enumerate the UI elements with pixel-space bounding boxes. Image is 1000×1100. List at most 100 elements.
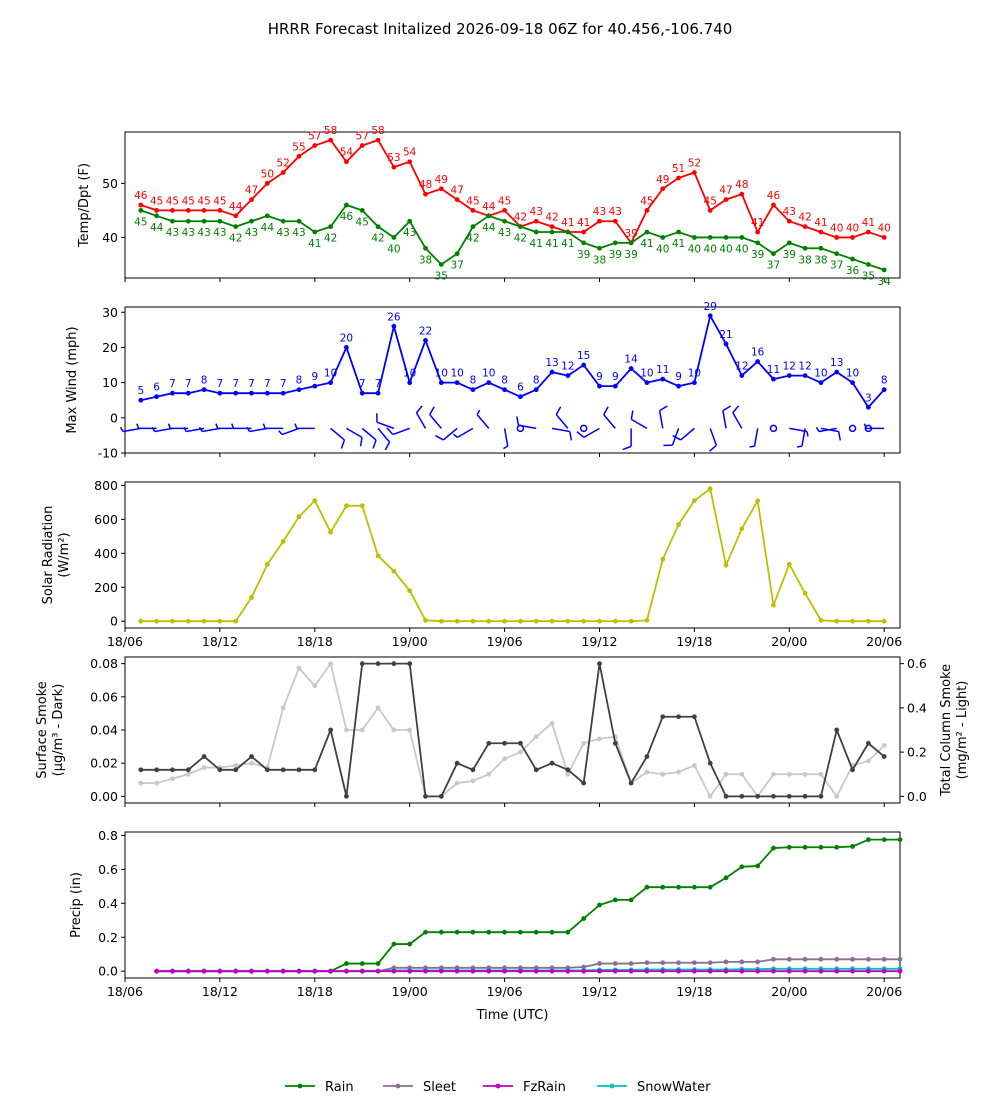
x-tick-label: 19/12 <box>581 634 617 649</box>
y-tick-label: 0.00 <box>90 789 118 804</box>
x-tick-label: 18/18 <box>297 984 333 999</box>
dewpoint-point <box>170 218 175 224</box>
fzrain-point <box>280 968 286 974</box>
surface-smoke-point <box>533 767 539 773</box>
wind-label: 8 <box>470 375 477 387</box>
temp-point <box>280 170 286 175</box>
dewpoint-label: 45 <box>356 216 369 228</box>
wind-barb <box>476 409 490 429</box>
temp-label: 46 <box>767 190 781 202</box>
surface-smoke-point <box>201 754 207 759</box>
dewpoint-label: 41 <box>561 238 574 250</box>
dewpoint-point <box>818 245 824 251</box>
y-axis-label: Max Wind (mph) <box>65 326 80 433</box>
dewpoint-point <box>739 235 745 240</box>
y-tick-label: 200 <box>94 580 118 595</box>
barb-flag <box>246 426 251 432</box>
surface-smoke-point <box>597 661 602 667</box>
barb-staff <box>377 427 391 443</box>
dewpoint-label: 39 <box>783 249 796 261</box>
temp-label: 45 <box>213 195 226 207</box>
surface-smoke-point <box>170 767 175 773</box>
column-smoke-point <box>818 771 824 777</box>
dewpoint-point <box>881 267 887 273</box>
y-tick-label: 50 <box>102 176 118 191</box>
temp-label: 43 <box>593 206 606 218</box>
fzrain-point <box>581 968 587 974</box>
wind-label: 10 <box>814 368 827 380</box>
wind-label: 13 <box>830 357 843 369</box>
wind-barb <box>815 426 837 433</box>
barb-flag <box>386 427 394 436</box>
column-smoke-point <box>518 749 523 755</box>
dewpoint-point <box>249 218 254 224</box>
fzrain-point <box>660 968 666 974</box>
dewpoint-point <box>644 229 650 235</box>
wind-barb <box>503 428 509 450</box>
dewpoint-label: 46 <box>340 211 354 223</box>
wind-barb <box>732 405 743 429</box>
solar-point <box>755 498 761 504</box>
rain-point <box>359 961 365 966</box>
surface-smoke-point <box>644 754 650 759</box>
wind-point <box>344 345 349 350</box>
y-tick-label: 0.6 <box>98 862 118 877</box>
dewpoint-label: 43 <box>182 227 195 239</box>
column-smoke-point <box>676 769 681 775</box>
temp-point <box>755 229 761 235</box>
barb-staff <box>583 427 600 439</box>
wind-point <box>375 390 381 396</box>
rain-point <box>881 837 887 843</box>
surface-smoke-point <box>249 754 254 759</box>
x-tick-label: 18/12 <box>202 634 238 649</box>
rain-point <box>802 844 808 850</box>
dewpoint-label: 42 <box>371 233 384 245</box>
surface-smoke-point <box>312 767 318 773</box>
fzrain-point <box>565 968 571 974</box>
column-smoke-point <box>691 762 697 768</box>
solar-point <box>233 618 239 624</box>
barb-flag <box>732 405 740 414</box>
barb-staff <box>376 421 395 430</box>
wind-point <box>154 394 160 400</box>
sleet-point <box>691 960 697 966</box>
y-right-axis-label-units: (mg/m² - Light) <box>955 681 970 780</box>
barb-staff <box>330 427 345 441</box>
wind-point <box>865 404 871 410</box>
temp-label: 40 <box>830 222 843 234</box>
sleet-point <box>850 956 855 962</box>
surface-smoke-point <box>850 767 855 773</box>
wind-barb <box>555 406 569 429</box>
barb-staff <box>551 427 570 433</box>
solar-point <box>628 618 634 624</box>
sleet-point <box>771 956 776 962</box>
barb-staff <box>361 427 377 441</box>
wind-point <box>533 387 539 393</box>
dewpoint-label: 41 <box>530 238 543 250</box>
barb-staff <box>456 427 474 439</box>
solar-point <box>486 618 492 624</box>
dewpoint-label: 40 <box>656 243 669 255</box>
surface-smoke-point <box>565 767 571 773</box>
wind-point <box>850 380 855 386</box>
temp-label: 43 <box>530 206 543 218</box>
dewpoint-point <box>865 262 871 267</box>
surface-smoke-point <box>344 793 349 799</box>
temp-point <box>423 191 428 197</box>
barb-staff <box>154 427 173 433</box>
solar-point <box>170 618 175 624</box>
dewpoint-label: 40 <box>719 243 732 255</box>
wind-label: 9 <box>612 371 619 383</box>
legend-label: SnowWater <box>637 1080 711 1095</box>
wind-label: 21 <box>719 329 732 341</box>
fzrain-point <box>217 968 223 974</box>
barb-flag <box>262 423 266 429</box>
dewpoint-point <box>581 240 587 246</box>
wind-label: 8 <box>533 375 540 387</box>
dewpoint-point <box>138 208 144 213</box>
wind-point <box>834 369 840 375</box>
temp-point <box>470 208 476 213</box>
temp-point <box>707 208 713 213</box>
calm-circle <box>769 424 778 433</box>
